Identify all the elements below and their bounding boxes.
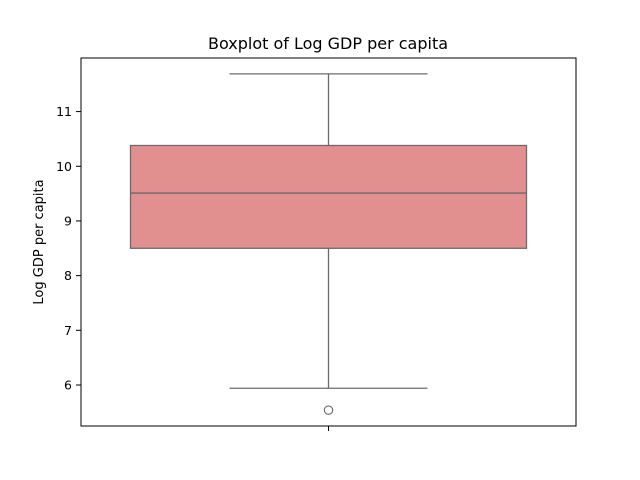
y-tick-label: 7: [64, 323, 72, 338]
y-tick-label: 8: [64, 268, 72, 283]
y-axis-label: Log GDP per capita: [32, 179, 47, 304]
y-tick-label: 6: [64, 377, 72, 392]
axes-frame: [80, 57, 577, 427]
y-axis-ticks: 6 7 8 9 10 11: [56, 104, 81, 392]
y-tick-label: 10: [56, 159, 72, 174]
chart-title: Boxplot of Log GDP per capita: [208, 34, 448, 53]
box-group: [129, 73, 528, 415]
y-tick-label: 11: [56, 104, 72, 119]
interquartile-box: [129, 144, 528, 249]
y-tick-label: 9: [64, 213, 72, 228]
outlier-point: [323, 405, 334, 415]
